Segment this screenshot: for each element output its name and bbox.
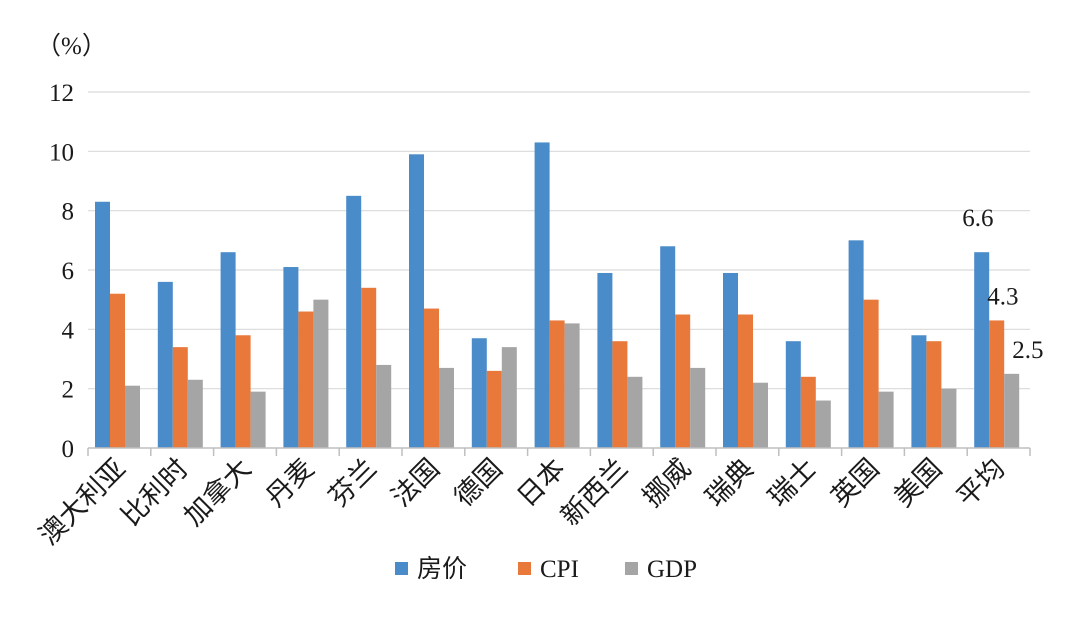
bar-GDP-丹麦 [313, 299, 329, 448]
x-category-label: 美国 [888, 453, 947, 512]
data-labels: 6.6 4.3 2.5 [962, 205, 1043, 364]
bar-房价-澳大利亚 [95, 201, 110, 448]
x-category-label: 德国 [449, 453, 508, 512]
bar-CPI-德国 [486, 370, 502, 448]
bar-GDP-英国 [878, 391, 894, 448]
legend: 房价 CPI GDP [395, 555, 697, 583]
bar-房价-平均 [974, 252, 990, 448]
bar-房价-德国 [471, 338, 487, 448]
bar-GDP-法国 [439, 367, 454, 448]
bar-GDP-新西兰 [627, 376, 643, 448]
data-label-CPI: 4.3 [987, 283, 1018, 310]
data-label-房价: 6.6 [962, 205, 993, 232]
bar-房价-法国 [409, 154, 424, 449]
bar-CPI-芬兰 [361, 287, 377, 448]
bar-GDP-芬兰 [376, 364, 392, 448]
bar-GDP-瑞士 [815, 400, 831, 448]
bar-CPI-挪威 [675, 314, 691, 448]
legend-swatch [625, 562, 638, 575]
bar-房价-瑞士 [785, 341, 801, 448]
legend-label: GDP [647, 556, 697, 583]
bar-房价-美国 [911, 335, 927, 448]
bar-房价-加拿大 [220, 252, 236, 448]
x-category-label: 英国 [825, 453, 884, 512]
x-category-label: 澳大利亚 [34, 453, 132, 551]
y-tick-label: 10 [49, 139, 74, 166]
bar-CPI-平均 [989, 320, 1005, 448]
x-category-label: 丹麦 [260, 453, 319, 512]
y-unit-label: （%） [36, 32, 107, 60]
bar-CPI-新西兰 [612, 341, 628, 448]
bar-CPI-美国 [926, 341, 942, 448]
x-category-label: 新西兰 [555, 453, 633, 531]
bar-CPI-瑞士 [800, 376, 816, 448]
bars [95, 142, 1020, 449]
legend-swatch [395, 562, 408, 575]
x-category-label: 瑞士 [763, 453, 822, 512]
bar-GDP-加拿大 [250, 391, 266, 448]
bar-GDP-澳大利亚 [125, 385, 140, 448]
bar-GDP-比利时 [187, 379, 203, 448]
bar-GDP-德国 [501, 347, 517, 448]
x-category-label: 法国 [386, 453, 445, 512]
y-tick-label: 0 [62, 436, 75, 463]
x-category-label: 瑞典 [700, 453, 759, 512]
bar-CPI-比利时 [172, 347, 188, 448]
y-axis-ticks: 0 2 4 6 8 10 12 [49, 80, 75, 463]
bar-房价-比利时 [157, 281, 173, 448]
x-axis [87, 447, 1031, 456]
legend-swatch [518, 562, 531, 575]
bar-CPI-加拿大 [235, 335, 251, 448]
legend-label: 房价 [417, 555, 467, 583]
bar-GDP-平均 [1004, 373, 1020, 448]
bar-房价-瑞典 [723, 272, 738, 448]
x-category-label: 芬兰 [323, 453, 382, 512]
bar-CPI-英国 [863, 299, 879, 448]
y-tick-label: 4 [62, 317, 75, 344]
bar-GDP-美国 [941, 388, 957, 448]
bar-房价-芬兰 [346, 195, 362, 448]
y-tick-label: 6 [62, 258, 75, 285]
y-tick-label: 2 [62, 377, 75, 404]
bar-GDP-日本 [564, 323, 580, 448]
bar-房价-英国 [848, 240, 864, 448]
data-label-GDP: 2.5 [1012, 337, 1043, 364]
x-category-label: 平均 [951, 453, 1010, 512]
y-tick-label: 12 [49, 80, 74, 107]
y-tick-label: 8 [62, 199, 75, 226]
bar-CPI-法国 [424, 308, 439, 448]
bar-房价-新西兰 [597, 272, 613, 448]
legend-label: CPI [540, 556, 579, 583]
bar-CPI-丹麦 [298, 311, 314, 448]
x-category-label: 比利时 [115, 453, 193, 531]
x-category-label: 加拿大 [178, 453, 256, 531]
bar-GDP-瑞典 [753, 382, 768, 448]
bar-GDP-挪威 [690, 367, 706, 448]
bar-房价-挪威 [660, 246, 676, 448]
bar-CPI-瑞典 [738, 314, 753, 448]
bar-房价-丹麦 [283, 267, 299, 448]
bar-CPI-日本 [549, 320, 565, 448]
bar-房价-日本 [534, 142, 550, 448]
bar-CPI-澳大利亚 [110, 293, 125, 448]
x-category-label: 挪威 [637, 453, 696, 512]
